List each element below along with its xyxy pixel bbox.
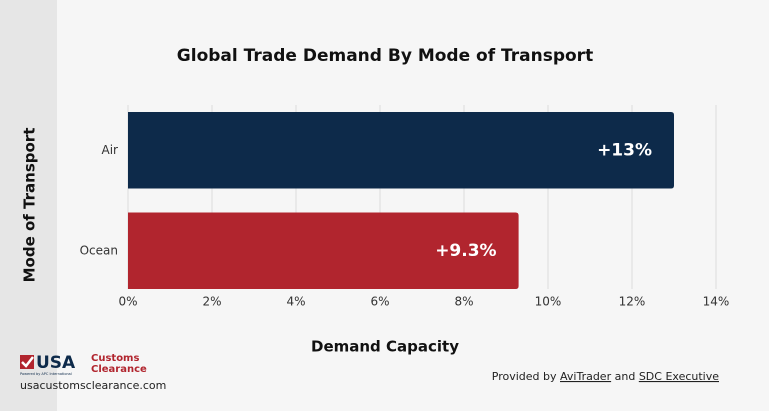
credit-prefix: Provided by xyxy=(492,370,557,383)
credit-link[interactable]: SDC Executive xyxy=(639,370,719,383)
logo-clearance: Clearance xyxy=(91,364,147,375)
x-tick-label: 4% xyxy=(286,295,305,309)
plot: 0% 2% 4% 6% 8% 10% 12% 14% Air +13% Ocean +9.3% xyxy=(80,105,730,309)
x-tick-label: 12% xyxy=(619,295,646,309)
bar xyxy=(128,212,519,289)
bar xyxy=(128,112,674,189)
logo-check xyxy=(21,356,34,368)
credit-joiner: and xyxy=(615,370,636,383)
x-axis-title: Demand Capacity xyxy=(311,338,459,356)
website: usacustomsclearance.com xyxy=(20,379,166,392)
data-label: +9.3% xyxy=(435,241,496,261)
y-tick-label: Ocean xyxy=(80,243,118,257)
logo-customs: Customs xyxy=(91,353,139,364)
chart-title: Global Trade Demand By Mode of Transport xyxy=(177,46,593,66)
data-label: +13% xyxy=(597,140,652,160)
logo: USA Customs Clearance Powered by APC Int… xyxy=(20,353,147,376)
x-tick-label: 2% xyxy=(202,295,221,309)
y-tick-label: Air xyxy=(102,143,119,157)
x-tick-label: 6% xyxy=(370,295,389,309)
credit: Provided by AviTrader and SDC Executive xyxy=(492,370,719,383)
x-tick-label: 10% xyxy=(535,295,562,309)
x-tick-label: 0% xyxy=(118,295,137,309)
side-strip xyxy=(0,0,57,411)
x-tick-label: 14% xyxy=(703,295,730,309)
logo-tagline: Powered by APC International xyxy=(20,372,72,376)
logo-usa: USA xyxy=(36,353,76,373)
credit-link[interactable]: AviTrader xyxy=(560,370,612,383)
y-axis-title: Mode of Transport xyxy=(21,128,39,283)
x-tick-label: 8% xyxy=(454,295,473,309)
